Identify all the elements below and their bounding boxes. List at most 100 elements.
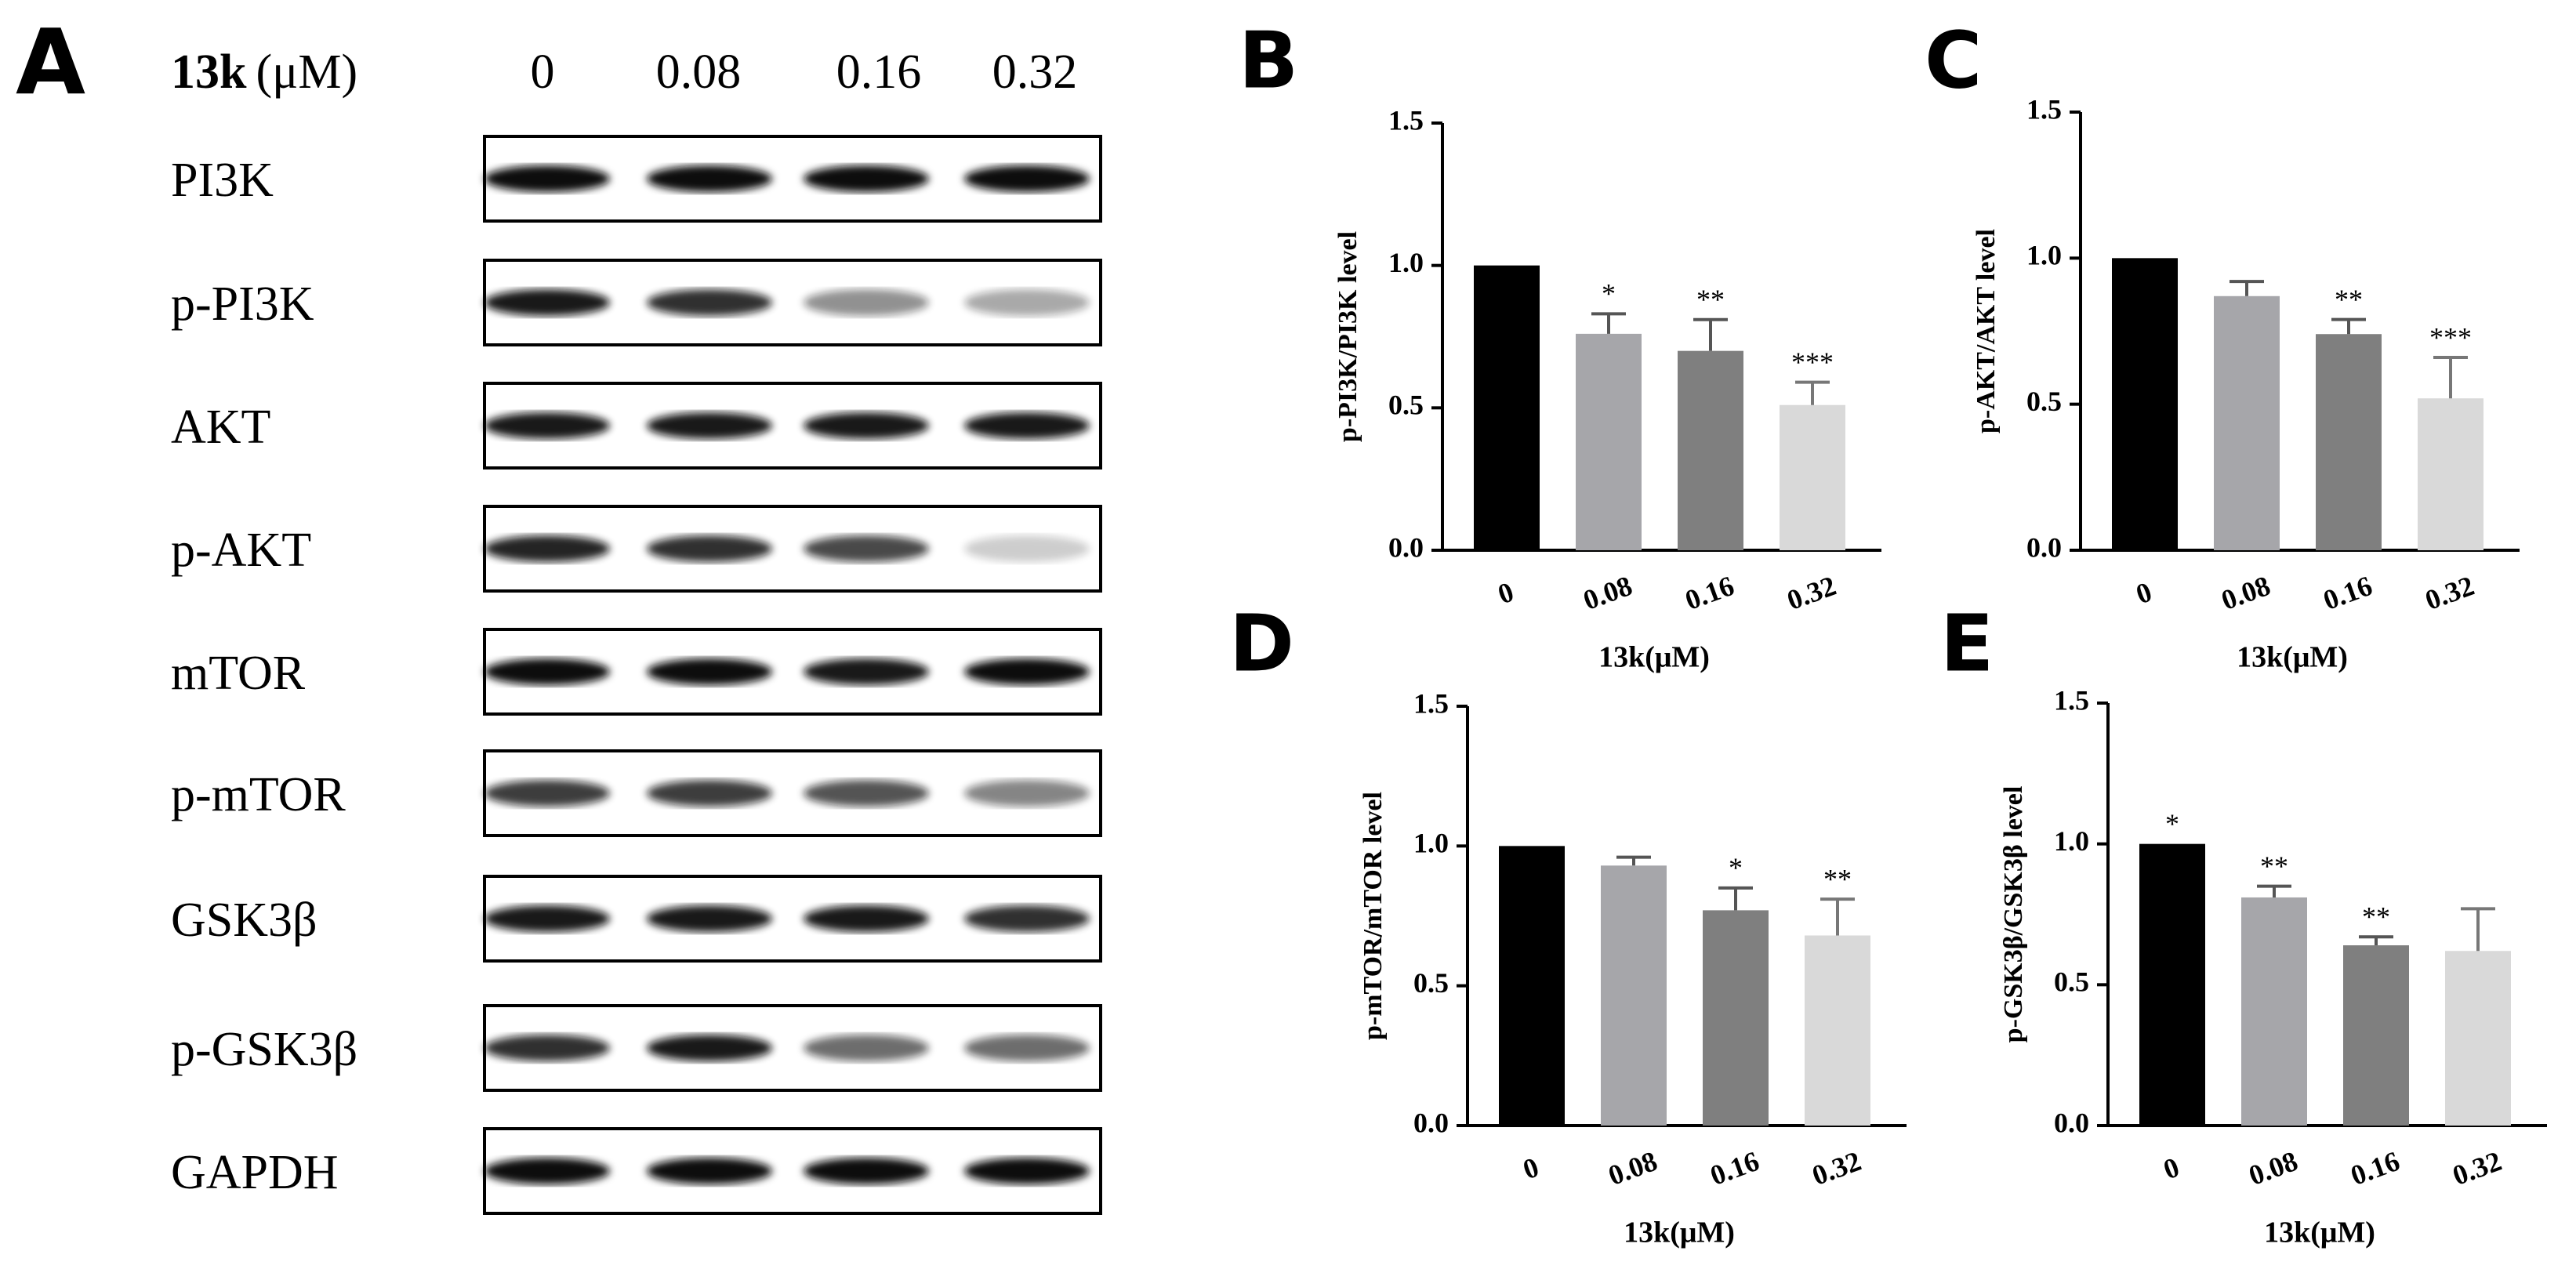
x-tick-label: 0.08 [2244, 1145, 2302, 1191]
lane-label: 0 [531, 45, 555, 99]
band [647, 165, 772, 192]
band [964, 1158, 1090, 1184]
x-tick-label: 0 [1518, 1151, 1543, 1186]
bar [2139, 843, 2205, 1126]
lane-label: 0.16 [836, 45, 922, 99]
band [964, 165, 1090, 192]
band [804, 1035, 929, 1061]
band [804, 535, 929, 562]
y-tick-label: 1.0 [2026, 240, 2062, 271]
y-tick-label: 0.5 [1413, 967, 1449, 999]
y-axis-label: p-PI3K/PI3K level [1333, 231, 1362, 442]
x-tick-label: 0 [2132, 576, 2156, 611]
protein-label: GAPDH [171, 1146, 339, 1199]
y-tick-label: 0.5 [2026, 386, 2062, 417]
band [964, 658, 1090, 685]
bar [1703, 910, 1769, 1126]
bar [2241, 897, 2307, 1126]
band [804, 905, 929, 932]
band [647, 780, 772, 807]
significance: * [1602, 278, 1616, 310]
x-tick-label: 0 [1493, 576, 1518, 611]
protein-label: p-mTOR [171, 768, 346, 821]
significance: *** [1791, 346, 1834, 378]
y-axis-label: p-GSK3β/GSK3β level [1999, 786, 2028, 1043]
bar [2418, 398, 2483, 550]
y-tick-label: 0.0 [1413, 1107, 1449, 1138]
x-tick-label: 0 [2159, 1151, 2183, 1186]
x-axis-label: 13k(μM) [2237, 641, 2348, 674]
y-axis-label: p-AKT/AKT level [1972, 229, 2001, 433]
y-axis-label: p-mTOR/mTOR level [1359, 792, 1388, 1040]
x-tick-label: 0.16 [1681, 570, 1738, 616]
x-tick-label: 0.32 [1808, 1145, 1865, 1191]
x-tick-label: 0.08 [1604, 1145, 1661, 1191]
band [647, 1158, 772, 1184]
x-tick-label: 0.08 [2217, 570, 2274, 616]
bar [1499, 846, 1565, 1126]
protein-label: GSK3β [171, 894, 317, 947]
band [964, 780, 1090, 807]
y-tick-label: 0.5 [2054, 966, 2089, 998]
band [484, 658, 610, 685]
x-tick-label: 0.32 [1783, 570, 1840, 616]
bar [2112, 258, 2178, 550]
band [647, 658, 772, 685]
error-bar [1718, 886, 1753, 911]
bar [2445, 951, 2511, 1126]
panel-label: D [1229, 597, 1294, 689]
error-bar [1795, 380, 1830, 405]
protein-label: p-GSK3β [171, 1023, 357, 1076]
significance: * [2165, 808, 2179, 839]
bar [2316, 334, 2382, 550]
bar [2214, 295, 2280, 550]
error-bar [2257, 884, 2291, 897]
y-tick-label: 1.0 [2054, 825, 2089, 857]
band [484, 535, 610, 562]
protein-label: p-AKT [171, 524, 311, 577]
y-tick-label: 0.0 [2054, 1107, 2089, 1138]
significance: * [1729, 852, 1743, 883]
band [964, 289, 1090, 316]
error-bar [2230, 280, 2264, 296]
band [484, 165, 610, 192]
band [804, 412, 929, 439]
compound: 13k [171, 45, 247, 99]
y-tick-label: 0.0 [1388, 531, 1424, 563]
band [647, 1035, 772, 1061]
band [647, 535, 772, 562]
band [804, 658, 929, 685]
significance: *** [2429, 321, 2472, 353]
panel-label: C [1925, 14, 1982, 106]
significance: ** [1696, 284, 1725, 315]
error-bar [2359, 935, 2393, 946]
significance: ** [2335, 284, 2363, 315]
band [964, 905, 1090, 932]
panel-label: A [16, 11, 85, 116]
y-tick-label: 0.5 [1388, 390, 1424, 421]
protein-label: PI3K [171, 154, 274, 207]
error-bar [2331, 317, 2366, 335]
band [484, 780, 610, 807]
band [804, 165, 929, 192]
band [964, 535, 1090, 562]
bar [1805, 935, 1870, 1126]
x-tick-label: 0.32 [2421, 570, 2478, 616]
x-axis-label: 13k(μM) [2264, 1216, 2375, 1249]
x-tick-label: 0.16 [2346, 1145, 2404, 1191]
bar [1780, 404, 1845, 550]
band [484, 412, 610, 439]
bar [1474, 265, 1540, 550]
x-axis-label: 13k(μM) [1598, 641, 1710, 674]
band [647, 289, 772, 316]
band [484, 289, 610, 316]
band [804, 780, 929, 807]
error-bar [1820, 897, 1855, 936]
unit: (μM) [256, 45, 357, 99]
band [647, 905, 772, 932]
x-tick-label: 0.16 [2319, 570, 2376, 616]
error-bar [2433, 356, 2468, 399]
x-tick-label: 0.08 [1579, 570, 1636, 616]
